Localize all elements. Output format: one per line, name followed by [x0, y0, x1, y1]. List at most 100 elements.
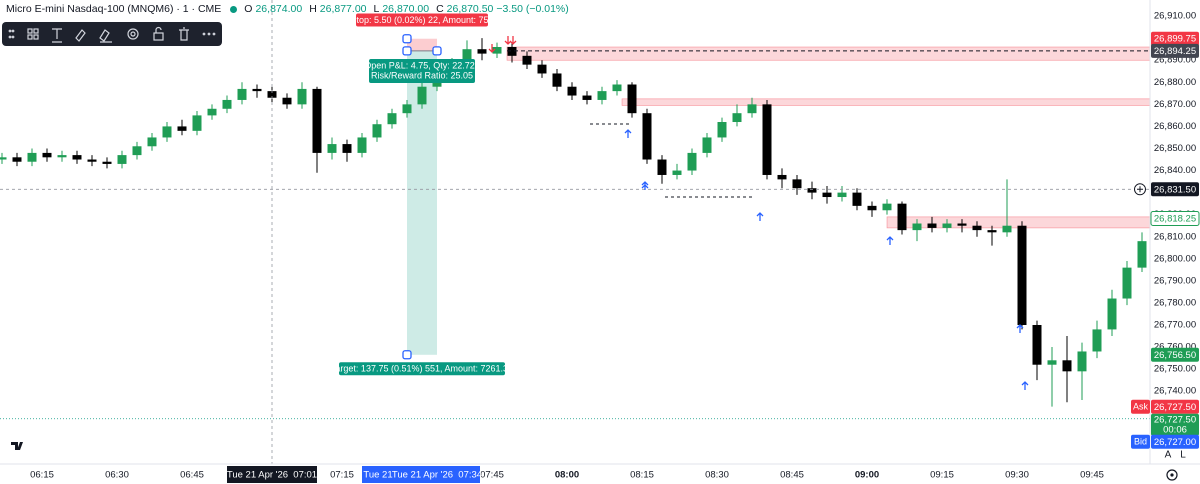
candle-body — [1047, 360, 1057, 365]
y-tick-label: 26,810.00 — [1154, 231, 1196, 242]
bid-price-box — [1151, 434, 1199, 449]
x-tick-label: 07:45 — [480, 470, 504, 481]
x-tick-label: 09:45 — [1080, 470, 1104, 481]
candle-body — [1092, 329, 1102, 352]
candle-body — [327, 144, 337, 153]
candle-body — [972, 225, 982, 231]
candle-body — [462, 49, 472, 63]
y-tick-label: 26,860.00 — [1154, 121, 1196, 132]
candle-body — [192, 115, 202, 131]
candle-body — [72, 155, 82, 160]
y-tick-label: 26,840.00 — [1154, 165, 1196, 176]
candle-body — [1002, 225, 1012, 233]
x-tick-label: 08:45 — [780, 470, 804, 481]
crosshair-price: 26,831.50 — [1154, 184, 1196, 195]
selection-label: Tue 21 Apr '26 07:34 — [392, 470, 482, 481]
candle-body — [42, 152, 52, 158]
candle-body — [567, 86, 577, 96]
legend-header: Micro E-mini Nasdaq-100 (MNQM6) · 1 · CM… — [6, 3, 569, 15]
last-box — [1151, 413, 1199, 436]
candle-body — [267, 91, 277, 98]
crosshair-time: Tue 21 Apr '26 07:01 — [227, 470, 317, 481]
candle-body — [1062, 360, 1072, 372]
x-tick-label: 09:15 — [930, 470, 954, 481]
y-tick-label: 26,740.00 — [1154, 386, 1196, 397]
crosshair-plus — [1137, 186, 1143, 193]
candle-body — [387, 113, 397, 125]
y-tick-label: 26,800.00 — [1154, 253, 1196, 264]
tv-logo — [11, 442, 23, 450]
candle-body — [312, 88, 322, 153]
y-tick-label: 26,880.00 — [1154, 77, 1196, 88]
candle-body — [1032, 324, 1042, 365]
candle-body — [732, 113, 742, 123]
candle-body — [402, 104, 412, 114]
zone — [621, 98, 1151, 106]
price-tag: 26,756.50 — [1154, 350, 1196, 361]
candle-body — [837, 192, 847, 198]
overlays: Stop: 5.50 (0.02%) 22, Amount: 750 Open P… — [331, 13, 513, 376]
x-tick-label: 06:45 — [180, 470, 204, 481]
candle-body — [132, 146, 142, 156]
axis-button: A — [1165, 450, 1172, 461]
candle-body — [822, 192, 832, 198]
candle-body — [927, 223, 937, 228]
candle-body — [237, 88, 247, 100]
price-tag: 26,899.75 — [1154, 34, 1196, 45]
ohlc-value: 26,870.00 — [382, 3, 430, 15]
candle-body — [1107, 298, 1117, 330]
candle-body — [852, 192, 862, 206]
target-label: Target: 137.75 (0.51%) 551, Amount: 7261… — [331, 364, 513, 374]
handle — [432, 46, 442, 56]
x-tick-label: 06:15 — [30, 470, 54, 481]
candle-body — [177, 126, 187, 131]
status-dot — [230, 5, 238, 13]
candle-body — [297, 88, 307, 105]
candle-body — [372, 124, 382, 138]
ohlc-key: O — [244, 3, 253, 15]
change: −3.50 (−0.01%) — [496, 3, 569, 15]
candle-body — [1077, 351, 1087, 372]
candle-body — [717, 122, 727, 138]
ask-price-box — [1151, 399, 1199, 414]
candle-body — [0, 157, 7, 160]
selection-label: Tue 21 — [363, 470, 392, 481]
target-label-box — [339, 362, 505, 376]
candle-body — [507, 46, 517, 56]
candle-body — [1137, 241, 1147, 268]
candle-body — [12, 157, 22, 162]
price-tag-box — [1151, 347, 1199, 362]
y-tick-label: 26,760.00 — [1154, 342, 1196, 353]
candle-body — [957, 223, 967, 226]
x-tick-label: 06:30 — [105, 470, 129, 481]
x-tick-label: 09:30 — [1005, 470, 1029, 481]
candle-body — [582, 95, 592, 100]
candle-body — [282, 97, 292, 105]
signal-arrows — [488, 36, 1029, 390]
candle-body — [492, 46, 502, 54]
y-tick-label: 26,790.00 — [1154, 275, 1196, 286]
handle — [402, 34, 412, 44]
candle-body — [747, 104, 757, 114]
candle-body — [117, 155, 127, 164]
candle-body — [57, 155, 67, 158]
candle-body — [897, 203, 907, 231]
candle-body — [357, 137, 367, 153]
y-tick-label: 26,910.00 — [1154, 11, 1196, 22]
candle-body — [342, 144, 352, 153]
ohlc-value: 26,877.00 — [319, 3, 367, 15]
crosshair-time-box — [227, 466, 317, 483]
candle-body — [552, 73, 562, 87]
zone — [506, 46, 1151, 61]
candle-body — [642, 113, 652, 160]
candle-body — [672, 170, 682, 175]
bid-label: Bid — [1134, 437, 1147, 447]
bid-label-box — [1131, 434, 1150, 449]
selection-box — [362, 466, 394, 483]
x-tick-label: 07:15 — [330, 470, 354, 481]
x-tick-label: 08:00 — [555, 470, 579, 481]
candle-body — [762, 104, 772, 175]
handle — [402, 46, 412, 56]
candle-body — [867, 205, 877, 211]
